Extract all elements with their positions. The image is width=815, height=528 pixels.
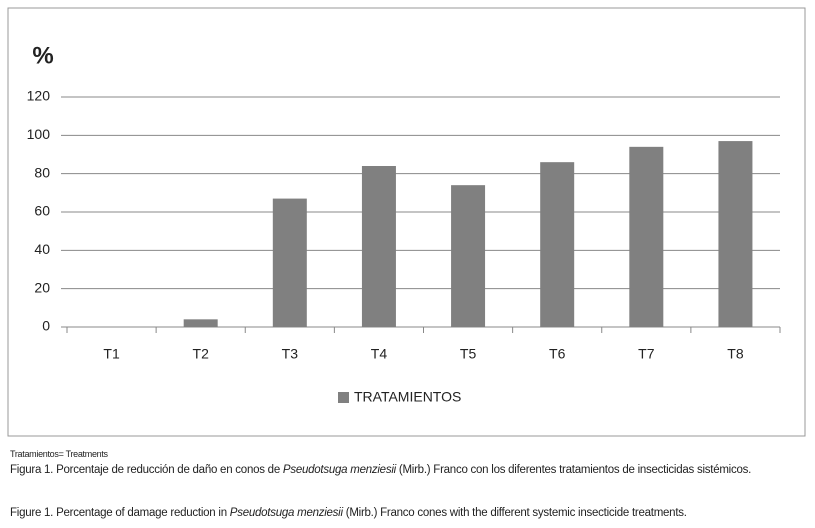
y-tick-label: 60 xyxy=(34,203,50,219)
x-tick-label: T4 xyxy=(371,346,388,362)
caption-note: Tratamientos= Treatments xyxy=(10,449,108,459)
caption-text: Figure 1. Percentage of damage reduction… xyxy=(10,507,230,519)
x-tick-label: T2 xyxy=(193,346,210,362)
chart-frame xyxy=(7,7,806,437)
legend-swatch xyxy=(338,392,349,403)
x-tick-label: T6 xyxy=(549,346,566,362)
x-tick-label: T3 xyxy=(282,346,299,362)
y-tick-label: 0 xyxy=(42,318,50,334)
bar xyxy=(361,166,396,327)
x-tick-label: T7 xyxy=(638,346,655,362)
bar xyxy=(718,141,753,327)
y-axis-label: % xyxy=(32,42,53,69)
caption-spanish: Figura 1. Porcentaje de reducción de dañ… xyxy=(10,460,815,481)
x-tick-label: T8 xyxy=(727,346,744,362)
legend-label: TRATAMIENTOS xyxy=(354,389,461,405)
bar xyxy=(629,146,664,327)
x-tick-label: T1 xyxy=(103,346,120,362)
caption-text: (Mirb.) Franco con los diferentes tratam… xyxy=(395,464,752,476)
x-tick-label: T5 xyxy=(460,346,477,362)
bar xyxy=(451,185,486,327)
caption-text: (Mirb.) Franco cones with the different … xyxy=(342,507,687,519)
chart: % 0 20 40 60 80 100 120 T1 T2 T3 T4 T5 T6 T7 T8 TRATAMI… xyxy=(7,7,806,437)
bar xyxy=(540,162,575,327)
bar xyxy=(272,198,307,327)
y-tick-label: 40 xyxy=(34,241,50,257)
caption-italic: Pseudotsuga menziesii xyxy=(282,464,396,476)
bar xyxy=(183,319,218,327)
caption-text: Figura 1. Porcentaje de reducción de dañ… xyxy=(10,464,283,476)
y-tick-label: 120 xyxy=(27,88,51,104)
caption-english: Figure 1. Percentage of damage reduction… xyxy=(10,503,805,524)
caption-italic: Pseudotsuga menziesii xyxy=(229,507,343,519)
y-tick-label: 100 xyxy=(27,126,51,142)
y-tick-label: 20 xyxy=(34,279,50,295)
y-tick-label: 80 xyxy=(34,164,50,180)
